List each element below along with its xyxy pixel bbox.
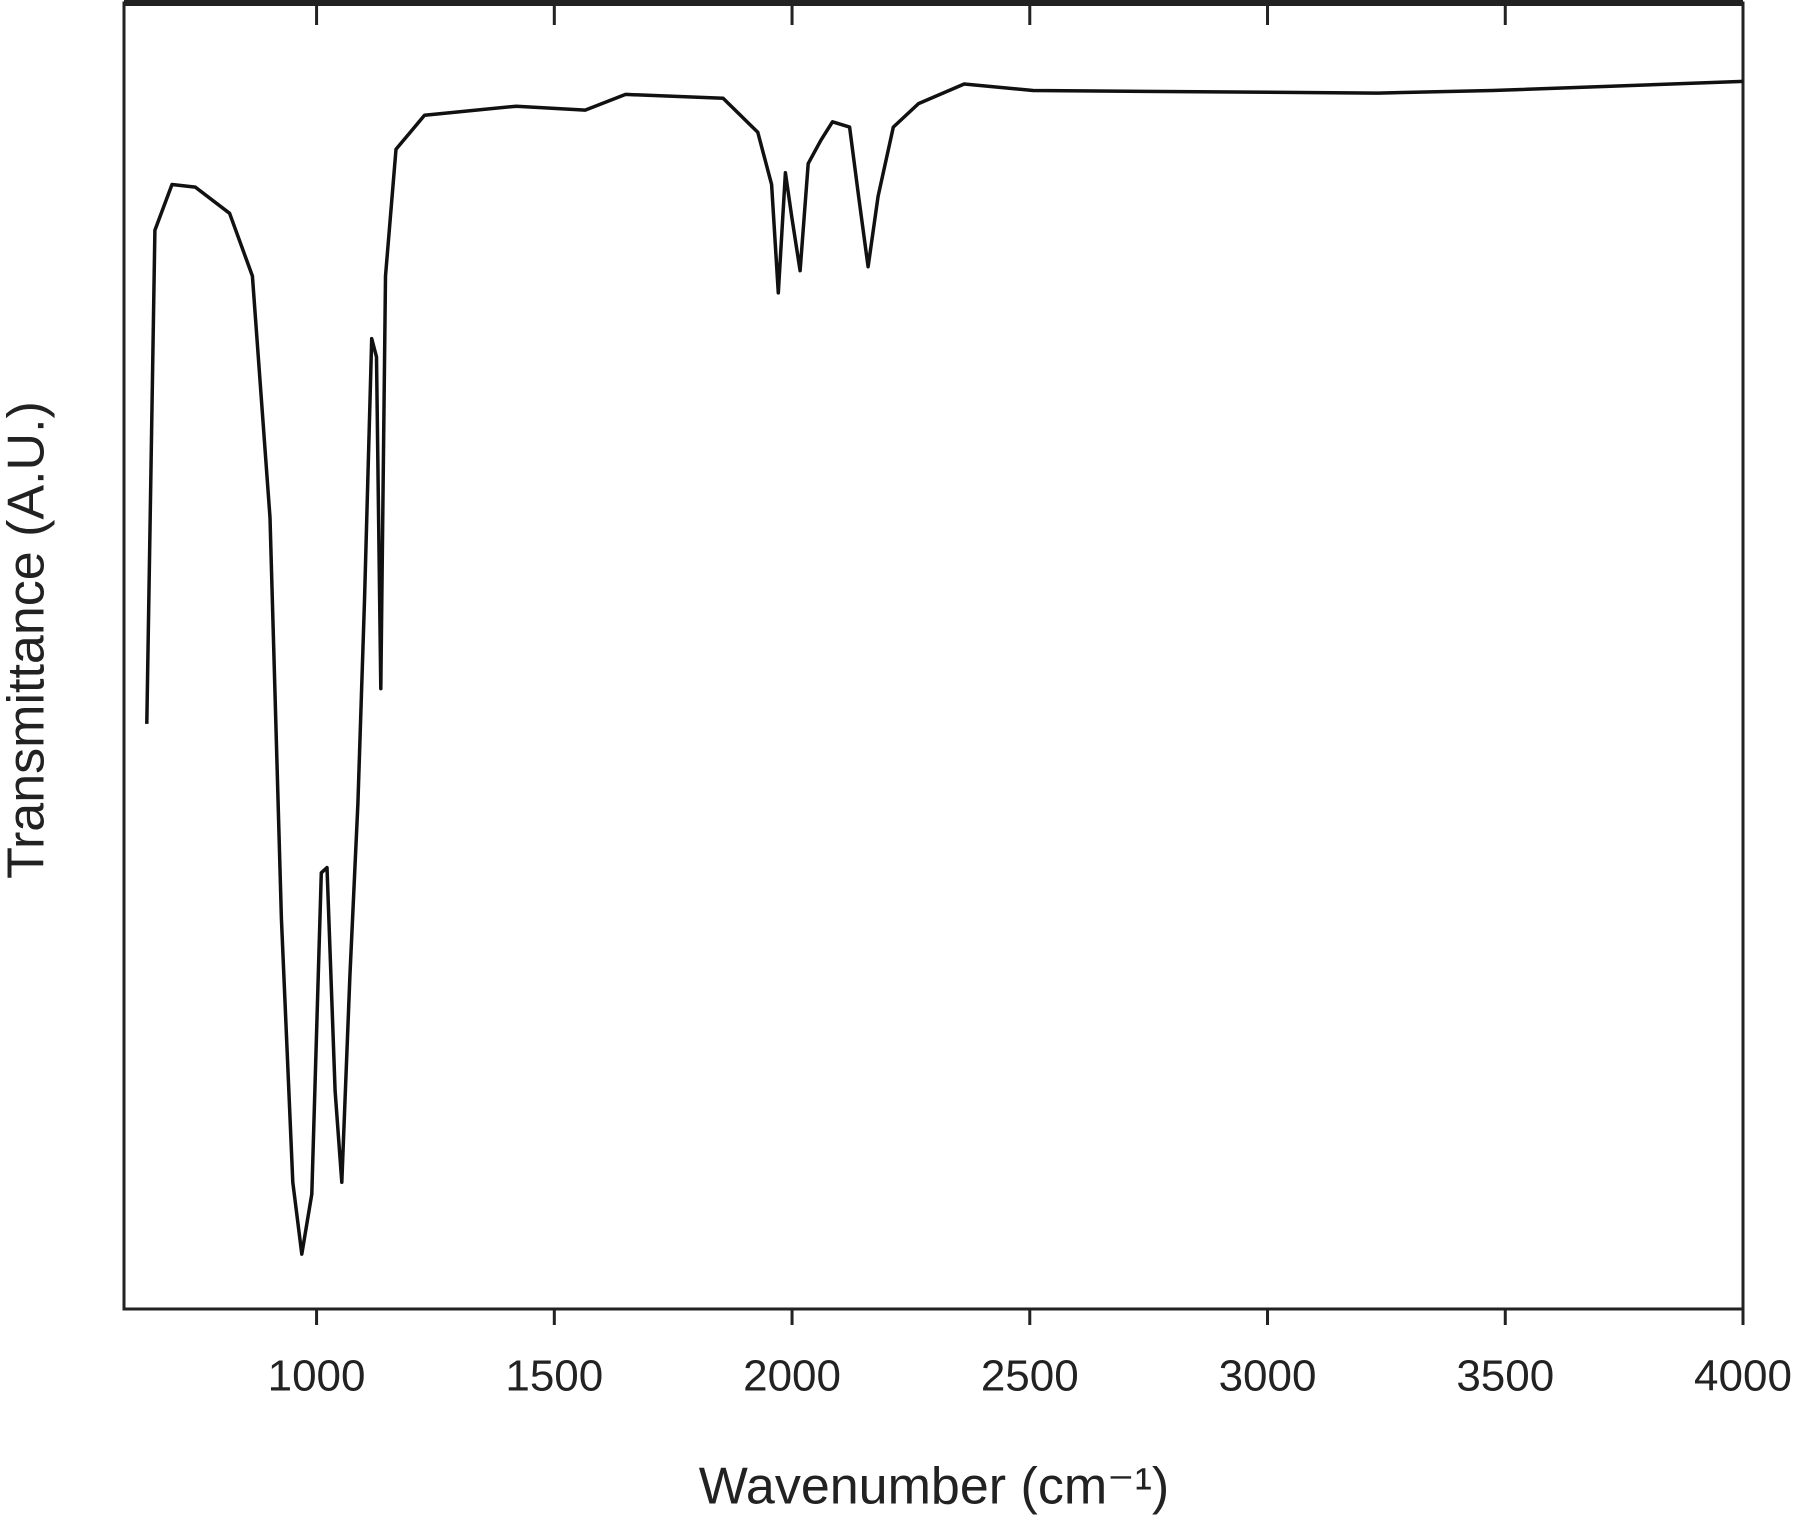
spectrum-line [145,79,1744,1256]
x-tick-label: 4000 [1694,1352,1792,1401]
x-tick-label: 1500 [505,1352,603,1401]
y-axis-label: Transmittance (A.U.) [0,401,56,879]
x-tick-label: 1000 [268,1352,366,1401]
x-tick-label: 2500 [981,1352,1079,1401]
plot-frame [122,1,1745,1311]
x-tick-label: 2000 [743,1352,841,1401]
x-axis-label: Wavenumber (cm⁻¹) [699,1458,1169,1516]
x-tick-label: 3500 [1456,1352,1554,1401]
x-tick-label: 3000 [1219,1352,1317,1401]
